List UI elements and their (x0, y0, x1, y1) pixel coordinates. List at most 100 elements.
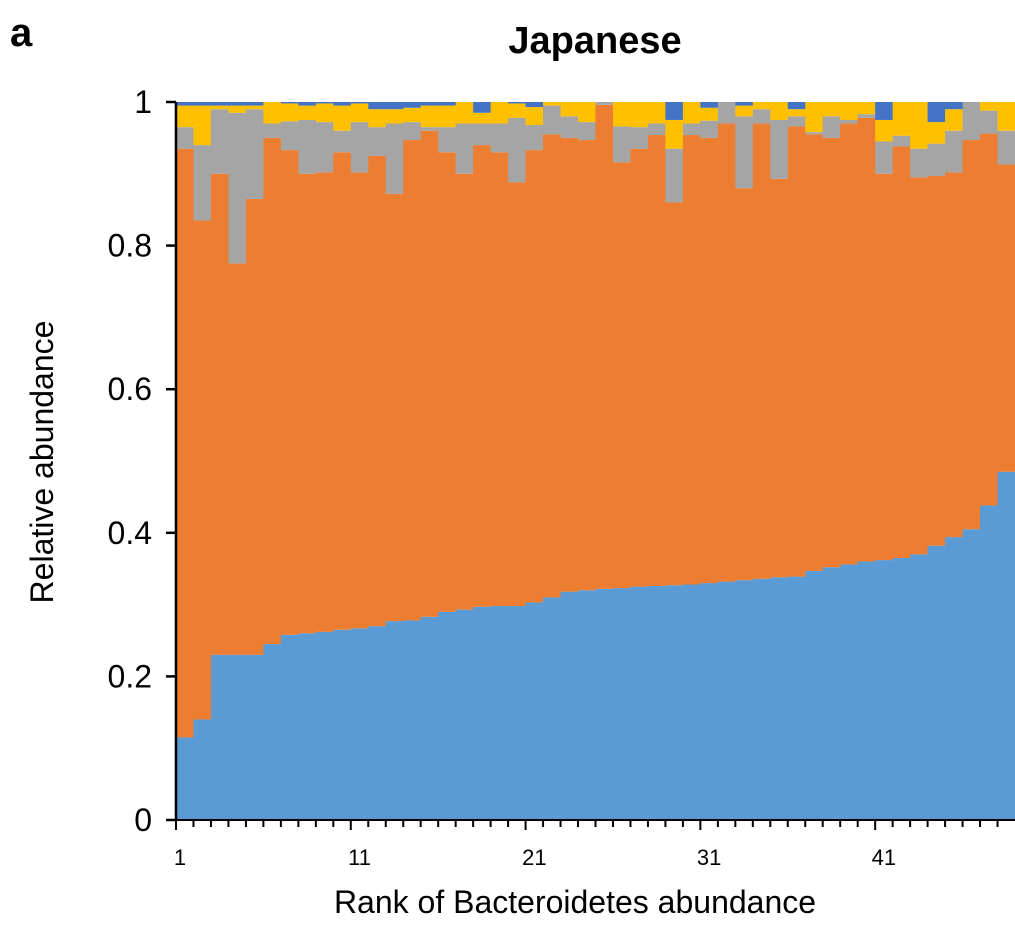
bar-segment-1-rank-45 (945, 537, 964, 820)
bar-segment-2-rank-21 (525, 150, 544, 603)
bar-segment-5-rank-3 (210, 102, 230, 106)
bar-segment-4-rank-35 (770, 102, 789, 120)
bar-segment-4-rank-23 (560, 102, 579, 117)
bar-segment-2-rank-38 (822, 137, 841, 568)
bar-segment-2-rank-22 (543, 134, 562, 598)
bar-segment-1-rank-3 (210, 654, 230, 820)
bar-segment-3-rank-24 (578, 122, 597, 141)
bar-segment-2-rank-42 (892, 146, 911, 558)
bar-segment-3-rank-31 (700, 120, 719, 138)
bar-segment-4-rank-2 (193, 105, 212, 146)
bar-segment-1-rank-24 (578, 590, 597, 820)
bar-segment-1-rank-25 (595, 588, 614, 820)
bar-segment-2-rank-45 (945, 172, 964, 538)
bar-segment-4-rank-28 (647, 102, 667, 124)
bar-segment-3-rank-21 (525, 124, 544, 151)
y-ticks: 0 0.2 0.4 0.6 0.8 1 (108, 84, 176, 838)
bar-segment-5-rank-8 (298, 102, 317, 106)
bar-segment-2-rank-16 (438, 152, 457, 612)
bar-segment-1-rank-8 (298, 633, 317, 820)
bar-segment-3-rank-39 (840, 119, 859, 124)
bar-segment-4-rank-48 (997, 102, 1015, 131)
bar-segment-1-rank-11 (350, 628, 369, 820)
bar-segment-3-rank-11 (350, 122, 369, 173)
bar-segment-3-rank-9 (315, 122, 334, 173)
bar-segment-1-rank-33 (735, 580, 754, 820)
bar-segment-1-rank-5 (245, 654, 264, 820)
bar-segment-1-rank-12 (368, 626, 387, 820)
bar-segment-4-rank-30 (682, 102, 701, 124)
bar-segment-3-rank-28 (647, 123, 667, 136)
bar-segment-3-rank-14 (403, 122, 422, 141)
bar-segment-1-rank-38 (822, 567, 841, 820)
bar-segment-4-rank-38 (822, 102, 841, 117)
bar-segment-1-rank-35 (770, 577, 789, 820)
bar-segment-2-rank-35 (770, 178, 789, 578)
bar-segment-2-rank-7 (280, 150, 299, 635)
bar-segment-1-rank-1 (176, 737, 195, 820)
bar-segment-2-rank-31 (700, 137, 719, 584)
bar-segment-1-rank-36 (787, 576, 806, 820)
bar-segment-2-rank-28 (647, 135, 667, 586)
bar-segment-1-rank-32 (717, 581, 736, 820)
bar-segment-4-rank-24 (578, 102, 597, 123)
bar-segment-3-rank-5 (245, 109, 264, 199)
bar-segment-3-rank-29 (665, 148, 684, 203)
bar-segment-5-rank-33 (735, 102, 754, 106)
bar-segment-2-rank-27 (630, 148, 649, 587)
bar-segment-2-rank-37 (805, 134, 824, 571)
bar-segment-1-rank-19 (490, 606, 509, 820)
bar-segment-1-rank-13 (385, 621, 404, 820)
bar-segment-2-rank-19 (490, 152, 509, 607)
bar-segment-5-rank-20 (508, 102, 527, 104)
bar-segment-4-rank-40 (857, 102, 876, 115)
bar-segment-3-rank-23 (560, 116, 579, 138)
bar-segment-5-rank-45 (945, 102, 964, 110)
bar-segment-3-rank-1 (176, 127, 195, 149)
bar-segment-1-rank-14 (403, 620, 422, 820)
bar-segment-1-rank-41 (875, 560, 894, 820)
bar-segment-2-rank-18 (473, 145, 492, 607)
bar-segment-1-rank-18 (473, 606, 492, 820)
bar-segment-4-rank-17 (455, 102, 474, 124)
bar-segment-2-rank-11 (350, 172, 369, 629)
bar-segment-4-rank-45 (945, 109, 964, 131)
bar-segment-5-rank-21 (525, 102, 544, 108)
bar-segment-5-rank-11 (350, 102, 369, 104)
x-tick-label: 1 (174, 845, 186, 870)
bar-segment-3-rank-34 (752, 109, 771, 124)
bar-segment-5-rank-31 (700, 102, 719, 108)
bar-segment-3-rank-4 (228, 112, 247, 264)
bar-segment-1-rank-31 (700, 583, 719, 820)
bar-segment-2-rank-15 (420, 130, 439, 617)
bar-segment-2-rank-32 (717, 123, 736, 582)
bar-segment-5-rank-13 (385, 102, 404, 110)
bar-segment-2-rank-3 (210, 173, 230, 655)
bar-segment-2-rank-26 (612, 162, 632, 589)
bar-segment-2-rank-30 (682, 135, 701, 585)
bar-segment-3-rank-16 (438, 127, 457, 153)
bar-segment-4-rank-10 (333, 105, 352, 131)
bar-segment-1-rank-26 (612, 588, 632, 820)
bar-segment-1-rank-16 (438, 611, 457, 820)
bar-segment-1-rank-27 (630, 586, 649, 820)
bar-segment-1-rank-20 (508, 606, 527, 820)
bar-segment-1-rank-9 (315, 631, 334, 820)
bar-segment-3-rank-40 (857, 114, 876, 118)
bar-segment-5-rank-4 (228, 102, 247, 106)
bar-segment-3-rank-27 (630, 127, 649, 149)
bar-segment-1-rank-46 (962, 529, 981, 820)
bar-segment-2-rank-8 (298, 173, 317, 634)
bar-segment-3-rank-37 (805, 132, 824, 135)
bar-segment-3-rank-12 (368, 127, 387, 156)
y-tick-label: 0.6 (108, 371, 152, 407)
bar-segment-5-rank-9 (315, 102, 334, 104)
bar-segment-3-rank-15 (420, 127, 439, 131)
bar-segment-3-rank-48 (997, 130, 1015, 165)
bar-segment-3-rank-17 (455, 123, 474, 174)
bar-segment-4-rank-1 (176, 105, 195, 128)
bar-segment-4-rank-18 (473, 112, 492, 124)
bar-segment-3-rank-44 (927, 143, 946, 176)
bar-segment-2-rank-5 (245, 198, 264, 655)
bar-segment-3-rank-22 (543, 105, 562, 135)
